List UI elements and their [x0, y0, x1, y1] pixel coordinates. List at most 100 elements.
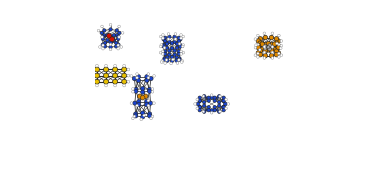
- Circle shape: [178, 58, 181, 61]
- Circle shape: [91, 68, 94, 71]
- Circle shape: [175, 46, 179, 50]
- Circle shape: [276, 39, 280, 43]
- Circle shape: [106, 39, 109, 42]
- Circle shape: [178, 43, 182, 47]
- Circle shape: [256, 51, 261, 55]
- Circle shape: [203, 98, 206, 101]
- Circle shape: [257, 34, 259, 37]
- Circle shape: [101, 37, 105, 41]
- Circle shape: [180, 53, 183, 55]
- Circle shape: [160, 45, 162, 48]
- Circle shape: [147, 89, 152, 93]
- Circle shape: [207, 105, 211, 109]
- Circle shape: [137, 99, 141, 104]
- Circle shape: [280, 54, 283, 57]
- Circle shape: [115, 45, 118, 48]
- Circle shape: [170, 59, 174, 63]
- Circle shape: [269, 48, 274, 52]
- Circle shape: [174, 33, 177, 35]
- Circle shape: [176, 62, 179, 64]
- Circle shape: [103, 45, 107, 48]
- Circle shape: [121, 32, 124, 34]
- Circle shape: [104, 73, 108, 78]
- Circle shape: [150, 117, 152, 120]
- Circle shape: [140, 95, 145, 100]
- Circle shape: [207, 96, 211, 99]
- Circle shape: [164, 39, 167, 43]
- Circle shape: [267, 46, 270, 49]
- Circle shape: [115, 29, 119, 32]
- Circle shape: [256, 39, 261, 43]
- Circle shape: [130, 102, 133, 105]
- Circle shape: [127, 68, 130, 71]
- Circle shape: [277, 52, 280, 55]
- Circle shape: [134, 89, 138, 93]
- Circle shape: [202, 95, 205, 98]
- Circle shape: [222, 96, 225, 99]
- Circle shape: [164, 52, 167, 56]
- Circle shape: [137, 103, 141, 107]
- Circle shape: [162, 37, 164, 40]
- Circle shape: [202, 110, 205, 113]
- Circle shape: [133, 101, 137, 105]
- Circle shape: [274, 41, 279, 45]
- Circle shape: [276, 45, 280, 50]
- Circle shape: [163, 46, 166, 49]
- Circle shape: [269, 42, 274, 47]
- Circle shape: [167, 38, 170, 40]
- Circle shape: [222, 105, 225, 109]
- Circle shape: [203, 94, 206, 98]
- Circle shape: [109, 35, 112, 38]
- Circle shape: [210, 112, 213, 114]
- Circle shape: [151, 91, 154, 93]
- Circle shape: [255, 44, 257, 46]
- Circle shape: [254, 54, 257, 57]
- Circle shape: [147, 87, 152, 91]
- Circle shape: [218, 107, 221, 110]
- Circle shape: [103, 41, 107, 45]
- Circle shape: [280, 40, 283, 42]
- Circle shape: [144, 99, 149, 104]
- Circle shape: [222, 99, 225, 103]
- Circle shape: [153, 102, 155, 105]
- Circle shape: [173, 35, 176, 39]
- Circle shape: [177, 52, 180, 56]
- Circle shape: [271, 32, 274, 35]
- Circle shape: [160, 61, 163, 64]
- Circle shape: [134, 112, 138, 116]
- Circle shape: [104, 67, 108, 72]
- Circle shape: [217, 94, 221, 98]
- Circle shape: [203, 107, 206, 110]
- Circle shape: [91, 74, 94, 77]
- Circle shape: [147, 104, 150, 107]
- Circle shape: [132, 91, 134, 93]
- Circle shape: [112, 34, 115, 37]
- Circle shape: [277, 56, 280, 58]
- Circle shape: [120, 46, 122, 48]
- Circle shape: [196, 98, 198, 101]
- Circle shape: [163, 58, 166, 61]
- Circle shape: [132, 117, 134, 120]
- Circle shape: [160, 44, 163, 46]
- Circle shape: [101, 35, 105, 38]
- Circle shape: [166, 56, 169, 59]
- Circle shape: [153, 75, 155, 77]
- Circle shape: [217, 104, 221, 107]
- Circle shape: [102, 29, 106, 32]
- Circle shape: [105, 64, 107, 67]
- Circle shape: [210, 109, 214, 112]
- Circle shape: [198, 105, 202, 109]
- Circle shape: [218, 110, 222, 113]
- Circle shape: [178, 45, 182, 48]
- Circle shape: [113, 67, 118, 72]
- Circle shape: [223, 102, 227, 106]
- Circle shape: [225, 98, 228, 101]
- Circle shape: [102, 44, 104, 46]
- Circle shape: [180, 34, 182, 36]
- Circle shape: [143, 94, 148, 98]
- Circle shape: [257, 43, 259, 46]
- Circle shape: [260, 47, 265, 52]
- Circle shape: [175, 42, 179, 46]
- Circle shape: [164, 50, 167, 53]
- Circle shape: [170, 62, 172, 65]
